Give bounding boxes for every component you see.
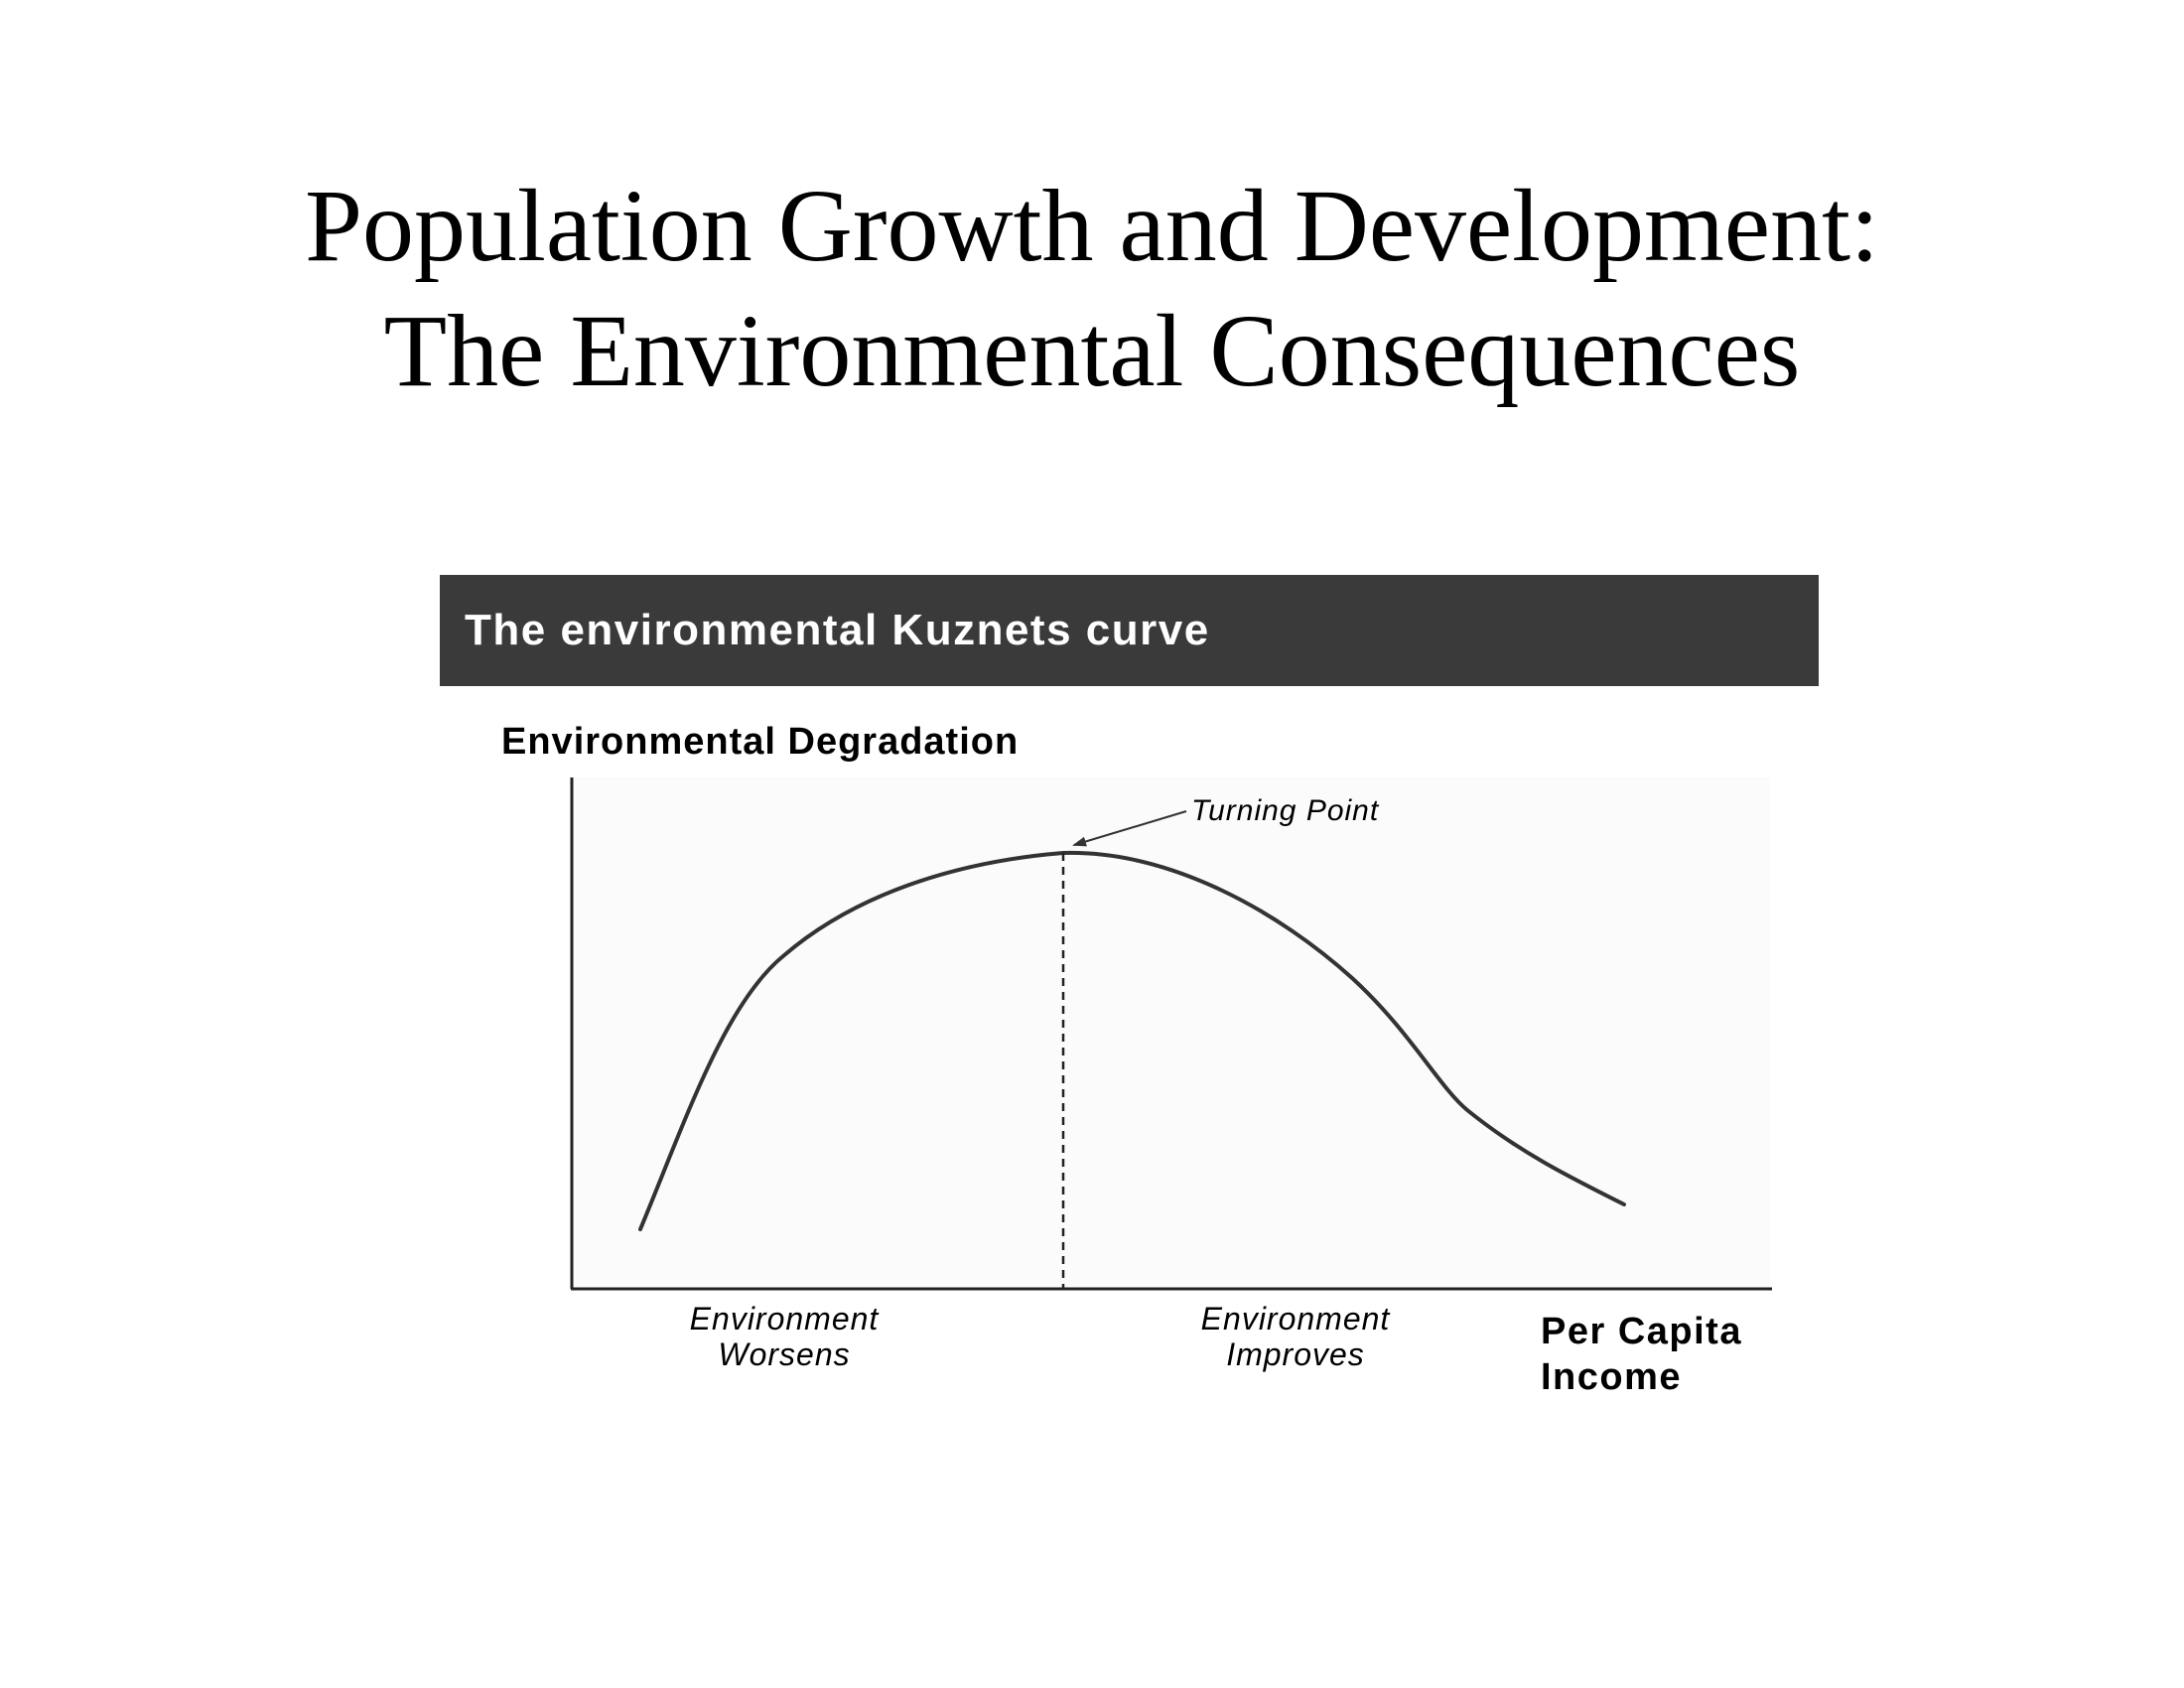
plot-area-background [574,777,1770,1286]
slide-title: Population Growth and Development: The E… [0,164,2184,414]
turning-point-arrow [1072,810,1187,847]
x-axis-label-line1: Per Capita [1541,1311,1742,1352]
region-label-improves: Environment Improves [1137,1301,1454,1372]
figure-banner-title: The environmental Kuznets curve [465,606,1210,654]
y-axis-label: Environmental Degradation [501,721,1020,763]
region-label-improves-line1: Environment [1200,1301,1391,1336]
region-label-worsens-line2: Worsens [718,1336,851,1372]
x-axis-label-line2: Income [1541,1356,1683,1398]
kuznets-curve [638,850,1626,1231]
figure-banner: The environmental Kuznets curve [440,575,1819,686]
x-axis-label: Per Capita Income [1541,1309,1742,1400]
slide-title-line1: Population Growth and Development: [305,169,1879,283]
region-label-worsens-line1: Environment [689,1301,880,1336]
slide-title-line2: The Environmental Consequences [383,294,1801,408]
region-label-worsens: Environment Worsens [625,1301,943,1372]
turning-point-label: Turning Point [1191,794,1380,827]
region-label-improves-line2: Improves [1226,1336,1365,1372]
